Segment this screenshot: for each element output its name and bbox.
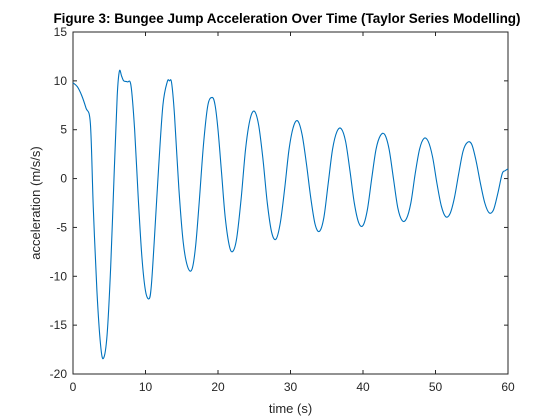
y-tick-label: -15 — [50, 318, 68, 332]
x-tick-label: 10 — [139, 380, 153, 394]
ticks: 0 10 20 30 40 50 60 -20 -15 -10 -5 0 5 10 15 — [50, 25, 515, 394]
chart-title: Figure 3: Bungee Jump Acceleration Over … — [53, 11, 520, 26]
x-tick-label: 0 — [70, 380, 77, 394]
x-tick-label: 60 — [501, 380, 515, 394]
x-axis-label: time (s) — [269, 401, 312, 416]
x-tick-label: 40 — [356, 380, 370, 394]
y-axis-label: acceleration (m/s/s) — [28, 146, 43, 259]
y-tick-label: -20 — [50, 367, 68, 381]
series-line-acceleration — [72, 69, 509, 360]
y-tick-label: -5 — [56, 220, 67, 234]
y-tick-label: 15 — [54, 25, 68, 39]
y-tick-label: 10 — [54, 74, 68, 88]
y-tick-label: 5 — [60, 123, 67, 137]
x-tick-label: 30 — [284, 380, 298, 394]
y-tick-label: 0 — [60, 172, 67, 186]
x-tick-label: 20 — [211, 380, 225, 394]
y-tick-label: -10 — [50, 269, 68, 283]
x-tick-label: 50 — [429, 380, 443, 394]
